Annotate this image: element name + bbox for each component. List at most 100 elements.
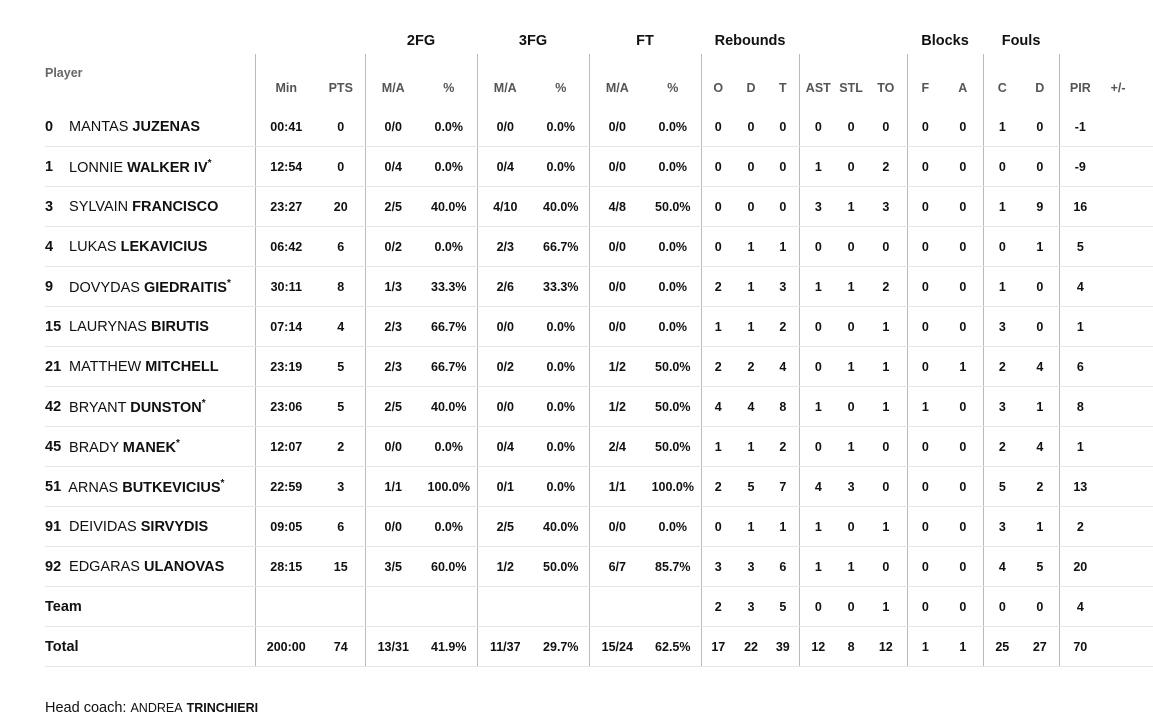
col-stl[interactable]: STL (839, 81, 863, 95)
cell-fg2-ma: 0/2 (364, 226, 421, 267)
cell-to: 1 (865, 386, 908, 427)
cell-blk-f: 0 (906, 306, 944, 347)
cell-pm (1101, 626, 1136, 667)
cell-blk-f: 0 (906, 546, 944, 587)
head-coach-label: Head coach: (45, 700, 127, 716)
cell-reb-t: 2 (767, 306, 800, 347)
player-cell[interactable]: 91 Deividas Sirvydis (45, 506, 255, 547)
table-row[interactable]: 91 Deividas Sirvydis 09:05 6 0/0 0.0% 2/5 40.0… (45, 506, 1153, 547)
cell-fg2-pct: 0.0% (421, 226, 478, 267)
table-row[interactable]: 1 Lonnie Walker IV* 12:54 0 0/4 0.0% 0/4 0.0% 0… (45, 146, 1153, 187)
col-player[interactable]: Player (45, 66, 83, 80)
col-ft-ma[interactable]: M/A (588, 54, 646, 107)
cell-reb-t: 0 (767, 107, 800, 147)
cell-pm (1101, 546, 1136, 587)
cell-reb-t: 5 (767, 586, 800, 627)
player-first-name: Matthew (69, 358, 142, 375)
player-cell[interactable]: 3 Sylvain Francisco (45, 186, 255, 227)
cell-stl: 1 (837, 346, 866, 387)
table-row[interactable]: 51 Arnas Butkevicius* 22:59 3 1/1 100.0% 0/1 0… (45, 466, 1153, 507)
cell-foul-d: 1 (1021, 386, 1060, 427)
cell-ft-ma: 4/8 (588, 186, 646, 227)
cell-foul-d: 4 (1021, 346, 1060, 387)
total-row-label: Total (45, 626, 255, 667)
player-cell[interactable]: 0 Mantas Juzenas (45, 107, 255, 147)
col-plus-minus[interactable]: +/- (1110, 81, 1126, 95)
player-first-name: Mantas (69, 118, 129, 135)
col-3fg-ma[interactable]: M/A (476, 54, 534, 107)
cell-foul-d: 0 (1021, 586, 1060, 627)
table-row[interactable]: 42 Bryant Dunston* 23:06 5 2/5 40.0% 0/0 0.0% 1… (45, 386, 1153, 427)
col-2fg-pct[interactable]: % (443, 81, 455, 95)
head-coach: Head coach: Andrea Trinchieri (45, 700, 258, 716)
cell-pm (1101, 586, 1136, 627)
col-2fg-ma[interactable]: M/A (364, 54, 421, 107)
cell-ast: 1 (798, 266, 838, 307)
player-number: 15 (45, 318, 62, 335)
player-cell[interactable]: 21 Matthew Mitchell (45, 346, 255, 387)
player-cell[interactable]: 42 Bryant Dunston* (45, 386, 255, 427)
cell-ast: 1 (798, 386, 838, 427)
table-row[interactable]: 0 Mantas Juzenas 00:41 0 0/0 0.0% 0/0 0.0% 0/0 0… (45, 107, 1153, 147)
cell-ft-pct: 85.7% (645, 546, 702, 587)
cell-reb-d: 0 (735, 107, 768, 147)
col-pir[interactable]: PIR (1058, 54, 1102, 107)
cell-min: 30:11 (254, 266, 317, 307)
cell-reb-d: 1 (735, 306, 768, 347)
player-first-name: Deividas (69, 518, 137, 535)
player-cell[interactable]: 92 Edgaras Ulanovas (45, 546, 255, 587)
col-ft-pct[interactable]: % (667, 81, 679, 95)
table-row[interactable]: 15 Laurynas Birutis 07:14 4 2/3 66.7% 0/0 0.0%… (45, 306, 1153, 347)
cell-ast: 12 (798, 626, 838, 667)
cell-fg2-pct: 66.7% (421, 346, 478, 387)
group-2fg: 2FG (406, 33, 436, 49)
cell-pm (1101, 346, 1136, 387)
col-blk-f[interactable]: F (906, 54, 944, 107)
cell-blk-a: 1 (943, 626, 984, 667)
player-first-name: Edgaras (69, 558, 140, 575)
col-reb-o[interactable]: O (700, 54, 736, 107)
cell-reb-d: 0 (735, 146, 768, 187)
player-cell[interactable]: 45 Brady Manek* (45, 426, 255, 467)
cell-blk-f: 1 (906, 626, 944, 667)
cell-fg2-pct: 0.0% (421, 146, 478, 187)
cell-pts: 4 (317, 306, 365, 347)
cell-min: 23:19 (254, 346, 317, 387)
col-foul-c[interactable]: C (982, 54, 1022, 107)
cell-fg3-pct: 0.0% (533, 466, 590, 507)
col-reb-t[interactable]: T (778, 81, 787, 95)
starter-mark: * (226, 277, 231, 289)
cell-foul-d: 27 (1021, 626, 1060, 667)
cell-fg3-pct: 29.7% (533, 626, 590, 667)
head-coach-last-name: Trinchieri (186, 701, 259, 715)
cell-reb-t: 1 (767, 506, 800, 547)
cell-min (254, 586, 317, 627)
player-cell[interactable]: 4 Lukas Lekavicius (45, 226, 255, 267)
col-3fg-pct[interactable]: % (555, 81, 567, 95)
table-row[interactable]: 4 Lukas Lekavicius 06:42 6 0/2 0.0% 2/3 66.7% 0… (45, 226, 1153, 267)
player-cell[interactable]: 51 Arnas Butkevicius* (45, 466, 255, 507)
table-row[interactable]: 92 Edgaras Ulanovas 28:15 15 3/5 60.0% 1/2 50.… (45, 546, 1153, 587)
cell-foul-c: 3 (982, 386, 1022, 427)
group-ft: FT (636, 33, 654, 49)
player-cell[interactable]: 9 Dovydas Giedraitis* (45, 266, 255, 307)
table-row[interactable]: 9 Dovydas Giedraitis* 30:11 8 1/3 33.3% 2/6 33… (45, 266, 1153, 307)
col-ast[interactable]: AST (798, 54, 838, 107)
col-reb-d[interactable]: D (746, 81, 756, 95)
cell-fg2-ma: 1/1 (364, 466, 421, 507)
table-row[interactable]: 21 Matthew Mitchell 23:19 5 2/3 66.7% 0/2 0.0%… (45, 346, 1153, 387)
col-min[interactable]: Min (254, 54, 317, 107)
col-pts[interactable]: PTS (328, 81, 353, 95)
cell-pir: 13 (1058, 466, 1102, 507)
col-to[interactable]: TO (877, 81, 895, 95)
table-row[interactable]: 45 Brady Manek* 12:07 2 0/0 0.0% 0/4 0.0% 2/4 50… (45, 426, 1153, 467)
table-row[interactable]: 3 Sylvain Francisco 23:27 20 2/5 40.0% 4/10 40… (45, 186, 1153, 227)
cell-min: 07:14 (254, 306, 317, 347)
player-first-name: Lonnie (69, 159, 124, 176)
cell-pir: 20 (1058, 546, 1102, 587)
player-cell[interactable]: 15 Laurynas Birutis (45, 306, 255, 347)
cell-fg2-pct: 60.0% (421, 546, 478, 587)
col-foul-d[interactable]: D (1035, 81, 1045, 95)
player-cell[interactable]: 1 Lonnie Walker IV* (45, 146, 255, 187)
col-blk-a[interactable]: A (958, 81, 968, 95)
